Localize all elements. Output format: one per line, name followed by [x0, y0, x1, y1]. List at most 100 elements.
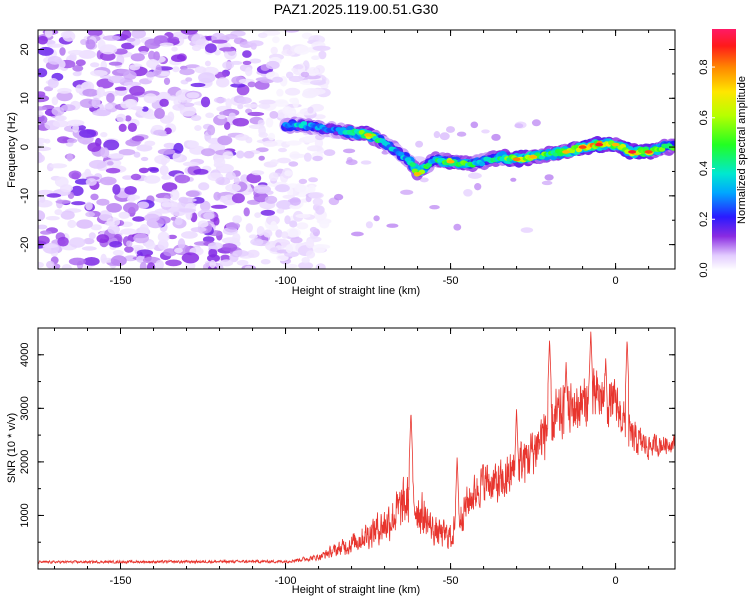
colorbar: 0.0 0.2 0.4 0.6 0.8 Normalized spectral ampl…: [698, 29, 748, 278]
noise-blob: [272, 76, 283, 83]
noise-blob: [155, 259, 164, 269]
noise-blob: [251, 170, 265, 176]
snr-ylabel: SNR (10 * v/v): [6, 413, 18, 483]
x-tick-label: 0: [613, 275, 619, 287]
noise-blob: [61, 264, 72, 269]
noise-blob: [225, 171, 236, 180]
noise-blob: [224, 48, 237, 60]
noise-blob: [106, 92, 115, 103]
noise-blob: [172, 104, 185, 111]
noise-blob: [240, 174, 250, 184]
noise-blob: [453, 223, 462, 231]
noise-blob: [269, 159, 279, 166]
noise-blob: [153, 129, 167, 136]
noise-blob: [222, 61, 235, 70]
noise-blob: [70, 185, 84, 196]
noise-blob: [104, 103, 114, 110]
noise-blob: [231, 193, 245, 204]
y-tick-label: 3000: [19, 396, 31, 420]
noise-blob: [172, 66, 180, 73]
colorbar-gradient: [712, 29, 736, 270]
noise-blob: [133, 151, 141, 158]
noise-blob: [106, 217, 121, 227]
noise-blob: [66, 153, 74, 162]
noise-blob: [129, 64, 141, 71]
noise-blob: [258, 132, 269, 138]
noise-blob: [224, 200, 234, 206]
noise-blob: [72, 71, 82, 77]
noise-blob: [38, 46, 54, 56]
noise-blob: [213, 97, 227, 104]
noise-blob: [38, 235, 50, 246]
noise-blob: [244, 265, 253, 269]
x-tick-label: -150: [109, 275, 131, 287]
noise-blob: [38, 106, 48, 111]
noise-blob: [157, 148, 176, 155]
colorbar-tick-label: 0.6: [698, 110, 710, 125]
noise-blob: [51, 106, 65, 116]
noise-blob: [59, 47, 66, 56]
noise-blob: [207, 124, 216, 136]
snr-series-line: [38, 331, 675, 565]
noise-blob: [308, 184, 316, 194]
noise-blob: [312, 204, 320, 211]
noise-blob: [131, 30, 146, 39]
noise-blob: [266, 215, 280, 226]
noise-blob: [283, 30, 300, 33]
noise-blob: [205, 43, 217, 54]
noise-blob: [242, 50, 252, 58]
ridge-cell: [300, 121, 308, 126]
snr-panel: -150 -100 -50 0 1000 2000 3000 4000 Height of s…: [6, 327, 676, 596]
noise-blob: [85, 201, 93, 211]
noise-blob: [62, 30, 76, 42]
noise-blob: [161, 182, 178, 192]
noise-blob: [253, 184, 271, 194]
noise-blob: [232, 233, 241, 243]
noise-blob: [168, 95, 178, 101]
noise-blob: [96, 198, 110, 206]
noise-blob: [133, 233, 150, 244]
noise-blob: [66, 138, 78, 144]
noise-blob: [122, 202, 139, 213]
noise-blob: [282, 106, 293, 116]
noise-blob: [467, 172, 482, 179]
noise-blob: [126, 37, 136, 42]
noise-blob: [148, 50, 156, 61]
noise-blob: [293, 64, 304, 70]
noise-blob: [246, 173, 262, 184]
noise-blob: [253, 192, 269, 203]
ridge-peak: [529, 155, 538, 159]
noise-blob: [38, 110, 44, 117]
noise-blob: [284, 215, 291, 225]
noise-blob: [248, 124, 265, 129]
noise-blob: [167, 111, 175, 122]
noise-blob: [205, 112, 215, 119]
noise-blob: [81, 246, 97, 251]
colorbar-ticks: 0.0 0.2 0.4 0.6 0.8: [698, 59, 715, 278]
noise-blob: [207, 242, 223, 250]
noise-blob: [190, 115, 202, 121]
noise-blob: [145, 241, 156, 250]
noise-blob: [144, 213, 160, 222]
noise-blob: [144, 140, 156, 147]
noise-blob: [243, 103, 259, 108]
noise-blob: [306, 67, 319, 77]
noise-blob: [200, 96, 211, 108]
noise-blob: [110, 255, 127, 267]
noise-blob: [365, 221, 373, 229]
noise-blob: [145, 71, 156, 78]
noise-blob: [197, 220, 209, 228]
noise-blob: [102, 35, 121, 41]
noise-blob: [298, 261, 314, 269]
noise-blob: [190, 82, 206, 88]
noise-blob: [157, 239, 169, 250]
noise-blob: [68, 170, 82, 180]
noise-blob: [47, 43, 64, 48]
noise-blob: [99, 51, 116, 61]
ridge-peak: [628, 150, 637, 154]
noise-blob: [415, 140, 424, 148]
noise-blob: [146, 59, 159, 69]
noise-blob: [159, 42, 174, 47]
noise-blob: [308, 192, 324, 199]
